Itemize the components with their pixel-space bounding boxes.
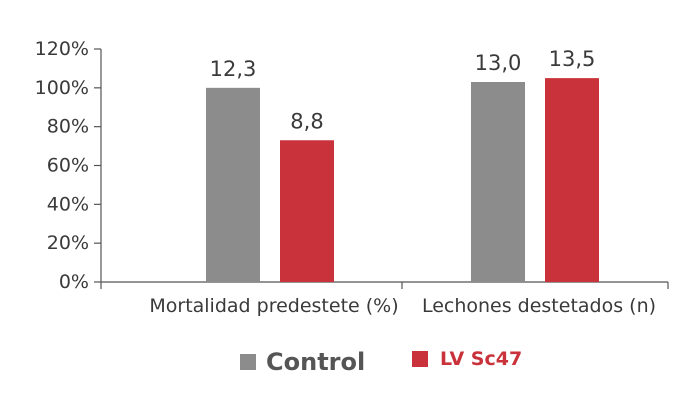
y-tick-label: 60% (47, 155, 89, 177)
x-category-label: Mortalidad predestete (%) (149, 295, 398, 317)
data-label: 13,5 (549, 47, 596, 71)
y-tick-label: 120% (35, 38, 89, 60)
bar (206, 87, 260, 282)
legend: Control LV Sc47 (0, 348, 680, 388)
bar (471, 82, 525, 282)
y-tick-label: 40% (47, 193, 89, 215)
y-tick-label: 80% (47, 116, 89, 138)
legend-swatch-lv-sc47 (412, 351, 428, 367)
bar (280, 140, 334, 282)
x-category-label: Lechones destetados (n) (422, 295, 656, 317)
legend-item-lv-sc47: LV Sc47 (412, 348, 522, 370)
data-label: 12,3 (210, 57, 257, 81)
data-label: 13,0 (475, 51, 522, 75)
legend-label-control: Control (266, 348, 366, 376)
y-tick-label: 20% (47, 232, 89, 254)
legend-item-control: Control (240, 348, 365, 376)
legend-label-lv-sc47: LV Sc47 (440, 348, 523, 370)
y-tick-label: 0% (59, 271, 89, 293)
legend-swatch-control (240, 354, 256, 370)
data-label: 8,8 (290, 109, 323, 133)
bar (545, 78, 599, 282)
y-tick-label: 100% (35, 77, 89, 99)
